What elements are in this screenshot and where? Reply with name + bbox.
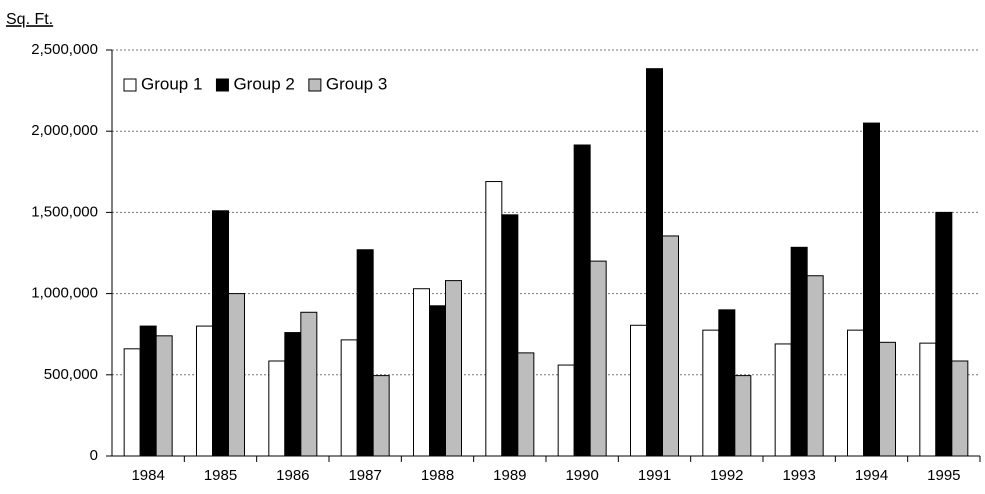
bar	[356, 249, 374, 457]
bar	[372, 375, 390, 457]
y-tick-label: 2,000,000	[31, 122, 98, 139]
bar	[413, 288, 430, 457]
bar	[662, 235, 679, 457]
bar	[196, 325, 213, 457]
bar	[139, 325, 157, 457]
bar	[863, 122, 880, 457]
bar	[340, 339, 358, 457]
x-tick-label: 1994	[855, 467, 888, 484]
bar	[630, 324, 647, 457]
legend-label: Group 1	[141, 74, 202, 93]
bar	[734, 375, 752, 457]
legend-swatch	[215, 78, 229, 92]
y-tick-label: 2,500,000	[31, 41, 98, 58]
bar	[646, 68, 663, 457]
bar	[879, 341, 896, 457]
x-tick-label: 1985	[204, 467, 237, 484]
y-tick-label: 1,500,000	[31, 203, 98, 220]
bar	[501, 214, 519, 457]
bar	[573, 144, 591, 457]
bar	[935, 211, 953, 457]
bar	[557, 364, 575, 457]
legend-swatch	[308, 78, 322, 92]
bar	[790, 246, 808, 457]
x-tick-label: 1993	[782, 467, 815, 484]
x-tick-label: 1990	[565, 467, 598, 484]
x-tick-label: 1991	[638, 467, 671, 484]
bar	[155, 335, 173, 457]
bar	[589, 260, 607, 457]
y-tick-label: 1,000,000	[31, 285, 98, 302]
legend-label: Group 2	[233, 74, 294, 93]
y-tick-label: 500,000	[44, 366, 98, 383]
x-tick-label: 1989	[493, 467, 526, 484]
bar	[212, 210, 229, 457]
bar	[268, 360, 286, 457]
chart-title: Sq. Ft.	[6, 11, 53, 28]
bar	[300, 311, 318, 457]
legend-label: Group 3	[326, 74, 387, 93]
x-tick-label: 1986	[276, 467, 309, 484]
bar	[774, 343, 792, 457]
bar	[284, 332, 302, 457]
bar	[485, 181, 503, 457]
x-tick-label: 1984	[131, 467, 164, 484]
bar	[919, 342, 937, 457]
x-tick-label: 1988	[421, 467, 454, 484]
x-tick-label: 1992	[710, 467, 743, 484]
bar	[806, 275, 824, 457]
bar	[123, 348, 141, 457]
bar	[445, 280, 462, 457]
bar	[702, 329, 720, 457]
x-tick-label: 1995	[927, 467, 960, 484]
x-tick-label: 1987	[348, 467, 381, 484]
y-tick-label: 0	[90, 447, 98, 464]
bar	[429, 305, 446, 457]
legend-swatch	[123, 78, 137, 92]
bar	[228, 293, 245, 457]
bar	[517, 352, 535, 457]
bar	[951, 360, 969, 457]
bar	[847, 329, 864, 457]
bar	[718, 309, 736, 457]
